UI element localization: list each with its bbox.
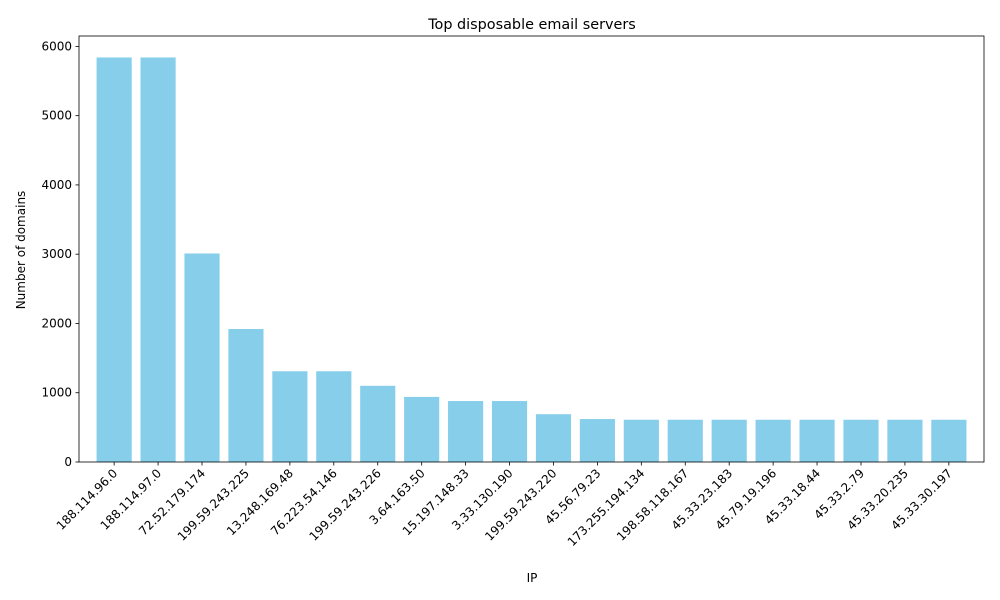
bar-173.255.194.134 bbox=[623, 419, 659, 462]
bar-198.58.118.167 bbox=[667, 419, 703, 462]
bar-45.79.19.196 bbox=[755, 419, 791, 462]
x-axis: 188.114.96.0188.114.97.072.52.179.174199… bbox=[54, 462, 955, 549]
y-tick-label: 2000 bbox=[41, 316, 72, 330]
bar-45.33.18.44 bbox=[799, 419, 835, 462]
bar-45.33.2.79 bbox=[843, 419, 879, 462]
y-axis: 0 1000 2000 3000 4000 5000 6000 bbox=[41, 39, 79, 469]
y-tick-label: 5000 bbox=[41, 109, 72, 123]
plot-frame bbox=[78, 35, 985, 463]
y-tick-label: 3000 bbox=[41, 247, 72, 261]
bar-199.59.243.226 bbox=[360, 385, 396, 462]
bar-199.59.243.220 bbox=[535, 414, 572, 462]
bar-13.248.169.48 bbox=[272, 371, 308, 462]
bar-45.33.23.183 bbox=[711, 419, 747, 462]
bar-45.56.79.23 bbox=[579, 419, 615, 462]
bar-3.33.130.190 bbox=[491, 401, 528, 462]
x-axis-label: IP bbox=[527, 571, 538, 585]
bar-199.59.243.225 bbox=[228, 329, 264, 462]
bar-15.197.148.33 bbox=[448, 401, 484, 462]
y-tick-label: 1000 bbox=[41, 386, 72, 400]
y-axis-label: Number of domains bbox=[14, 191, 28, 310]
bar-45.33.30.197 bbox=[931, 419, 967, 462]
y-tick-label: 6000 bbox=[41, 39, 72, 53]
x-tick-label: 173.255.194.134 bbox=[565, 466, 648, 549]
bar-188.114.96.0 bbox=[96, 57, 132, 462]
y-tick-label: 4000 bbox=[41, 178, 72, 192]
y-tick-label: 0 bbox=[64, 455, 72, 469]
bars-group bbox=[96, 57, 967, 462]
bar-3.64.163.50 bbox=[404, 396, 440, 462]
bar-72.52.179.174 bbox=[184, 253, 220, 462]
bar-76.223.54.146 bbox=[316, 371, 352, 462]
chart-title: Top disposable email servers bbox=[427, 17, 636, 33]
bar-45.33.20.235 bbox=[887, 419, 923, 462]
bar-188.114.97.0 bbox=[140, 57, 176, 462]
